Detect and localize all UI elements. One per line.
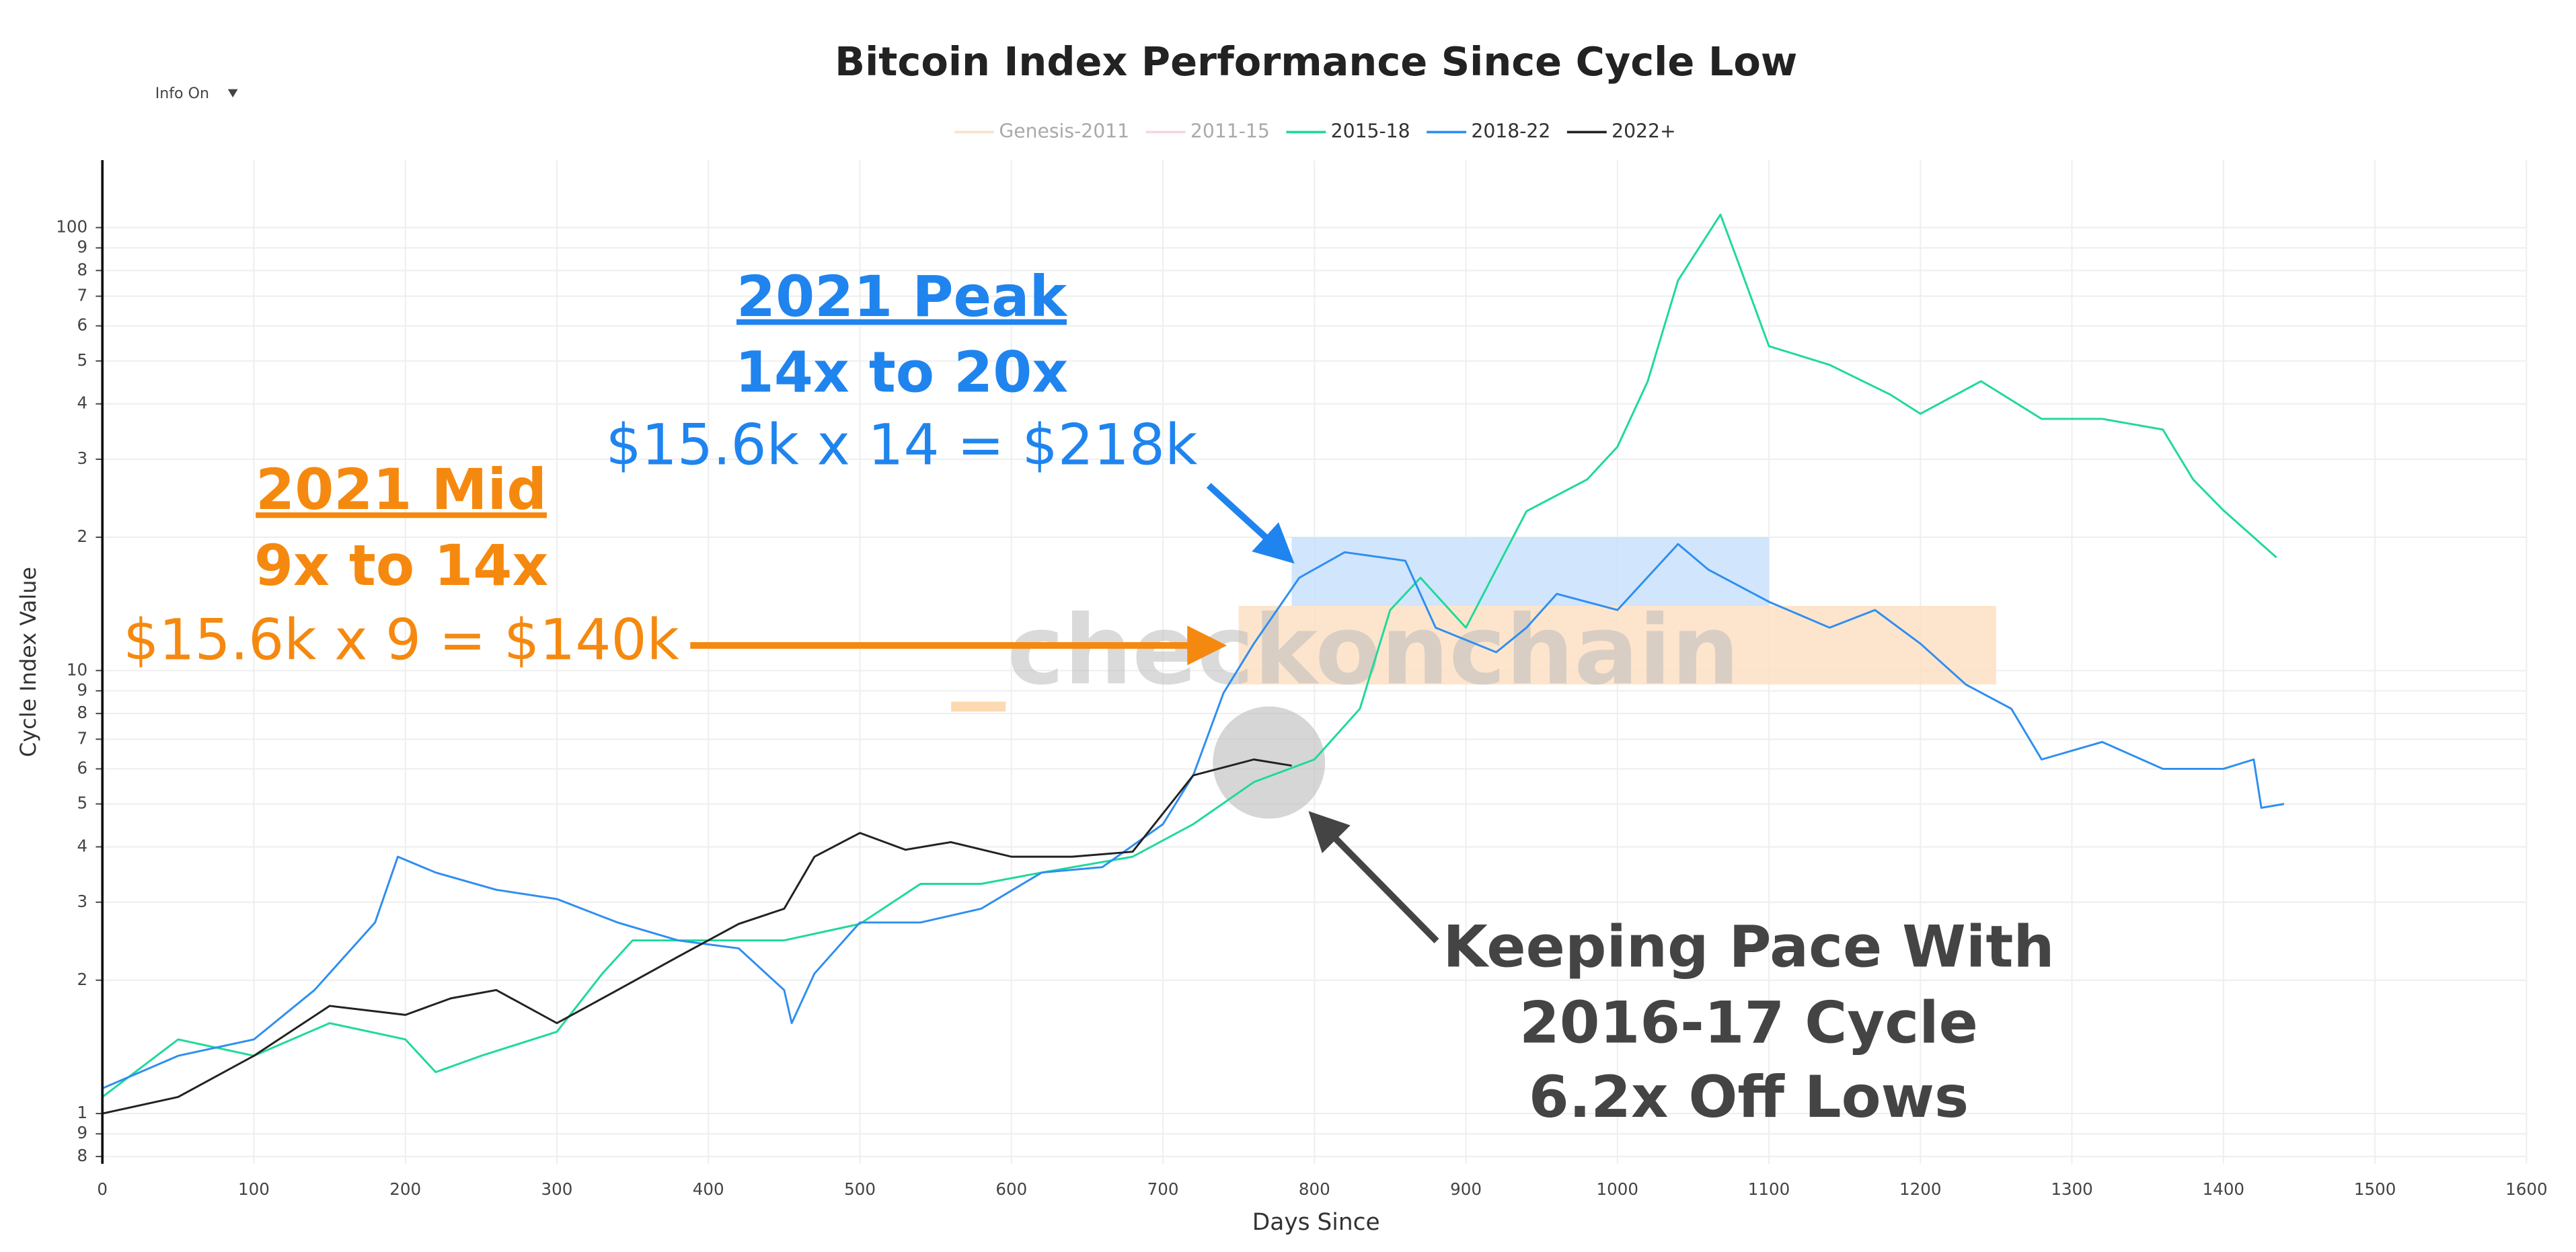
y-tick-label: 4 — [77, 393, 87, 413]
annotation-text: Keeping Pace With — [1443, 914, 2054, 981]
y-tick-label: 9 — [77, 680, 87, 699]
y-axis-label: Cycle Index Value — [15, 567, 41, 757]
series-line — [102, 543, 2285, 1089]
x-tick-label: 300 — [541, 1179, 573, 1199]
legend-label[interactable]: 2022+ — [1612, 120, 1675, 142]
y-tick-label: 9 — [77, 237, 87, 257]
annotation-text: $15.6k x 9 = $140k — [123, 607, 679, 672]
x-tick-label: 1600 — [2505, 1179, 2547, 1199]
target-band — [1238, 606, 1996, 685]
x-tick-label: 1200 — [1899, 1179, 1941, 1199]
legend-label[interactable]: 2015-18 — [1331, 120, 1410, 142]
y-tick-label: 1 — [77, 1103, 87, 1122]
x-tick-label: 1300 — [2051, 1179, 2092, 1199]
x-tick-label: 1100 — [1748, 1179, 1790, 1199]
x-tick-label: 200 — [389, 1179, 421, 1199]
annotation-text: 2021 Peak — [736, 264, 1068, 329]
y-tick-label: 5 — [77, 350, 87, 370]
legend-label[interactable]: 2018-22 — [1471, 120, 1550, 142]
x-tick-label: 700 — [1147, 1179, 1179, 1199]
target-band — [1291, 537, 1770, 607]
x-tick-label: 1000 — [1597, 1179, 1638, 1199]
legend-label[interactable]: Genesis-2011 — [999, 120, 1129, 142]
annotation-text: $15.6k x 14 = $218k — [606, 413, 1198, 478]
y-tick-label: 3 — [77, 892, 87, 911]
dropdown-arrow[interactable] — [227, 89, 238, 97]
y-tick-label: 9 — [77, 1123, 87, 1142]
x-tick-label: 500 — [844, 1179, 876, 1199]
y-tick-label: 7 — [77, 728, 87, 748]
y-tick-label: 6 — [77, 758, 87, 777]
y-tick-label: 100 — [56, 217, 87, 236]
x-tick-label: 100 — [238, 1179, 270, 1199]
series-line — [102, 213, 2277, 1098]
y-tick-label: 2 — [77, 526, 87, 546]
legend-label[interactable]: 2011-15 — [1190, 120, 1270, 142]
y-tick-label: 7 — [77, 286, 87, 305]
annotation-text: 6.2x Off Lows — [1529, 1064, 1969, 1131]
annotation-arrow — [1308, 811, 1439, 943]
dropdown[interactable]: Info On — [155, 85, 238, 102]
y-tick-label: 2 — [77, 970, 87, 989]
annotation-arrow — [1206, 483, 1295, 564]
watermark: checkonchain — [1008, 594, 1740, 706]
x-tick-label: 0 — [97, 1179, 108, 1199]
x-tick-label: 1400 — [2203, 1179, 2244, 1199]
chart-title: Bitcoin Index Performance Since Cycle Lo… — [835, 38, 1797, 85]
dropdown-label[interactable]: Info On — [155, 85, 209, 102]
y-tick-label: 3 — [77, 448, 87, 468]
series-line — [102, 758, 1292, 1115]
x-tick-label: 900 — [1450, 1179, 1482, 1199]
x-tick-label: 400 — [693, 1179, 724, 1199]
x-tick-label: 1500 — [2354, 1179, 2396, 1199]
annotation-text: 2016-17 Cycle — [1519, 990, 1978, 1057]
y-tick-label: 8 — [77, 1146, 87, 1165]
y-tick-label: 4 — [77, 836, 87, 855]
annotation-text: 2021 Mid — [256, 457, 547, 522]
y-tick-label: 8 — [77, 260, 87, 279]
y-tick-label: 5 — [77, 793, 87, 813]
x-tick-label: 600 — [995, 1179, 1027, 1199]
x-tick-label: 800 — [1299, 1179, 1330, 1199]
annotation-text: 14x to 20x — [735, 340, 1068, 405]
y-tick-label: 10 — [67, 660, 87, 679]
y-tick-label: 6 — [77, 315, 87, 335]
x-axis-label: Days Since — [1252, 1209, 1380, 1236]
watermark-underscore — [951, 701, 1006, 712]
annotation-text: 9x to 14x — [254, 533, 548, 598]
y-tick-label: 8 — [77, 703, 87, 722]
